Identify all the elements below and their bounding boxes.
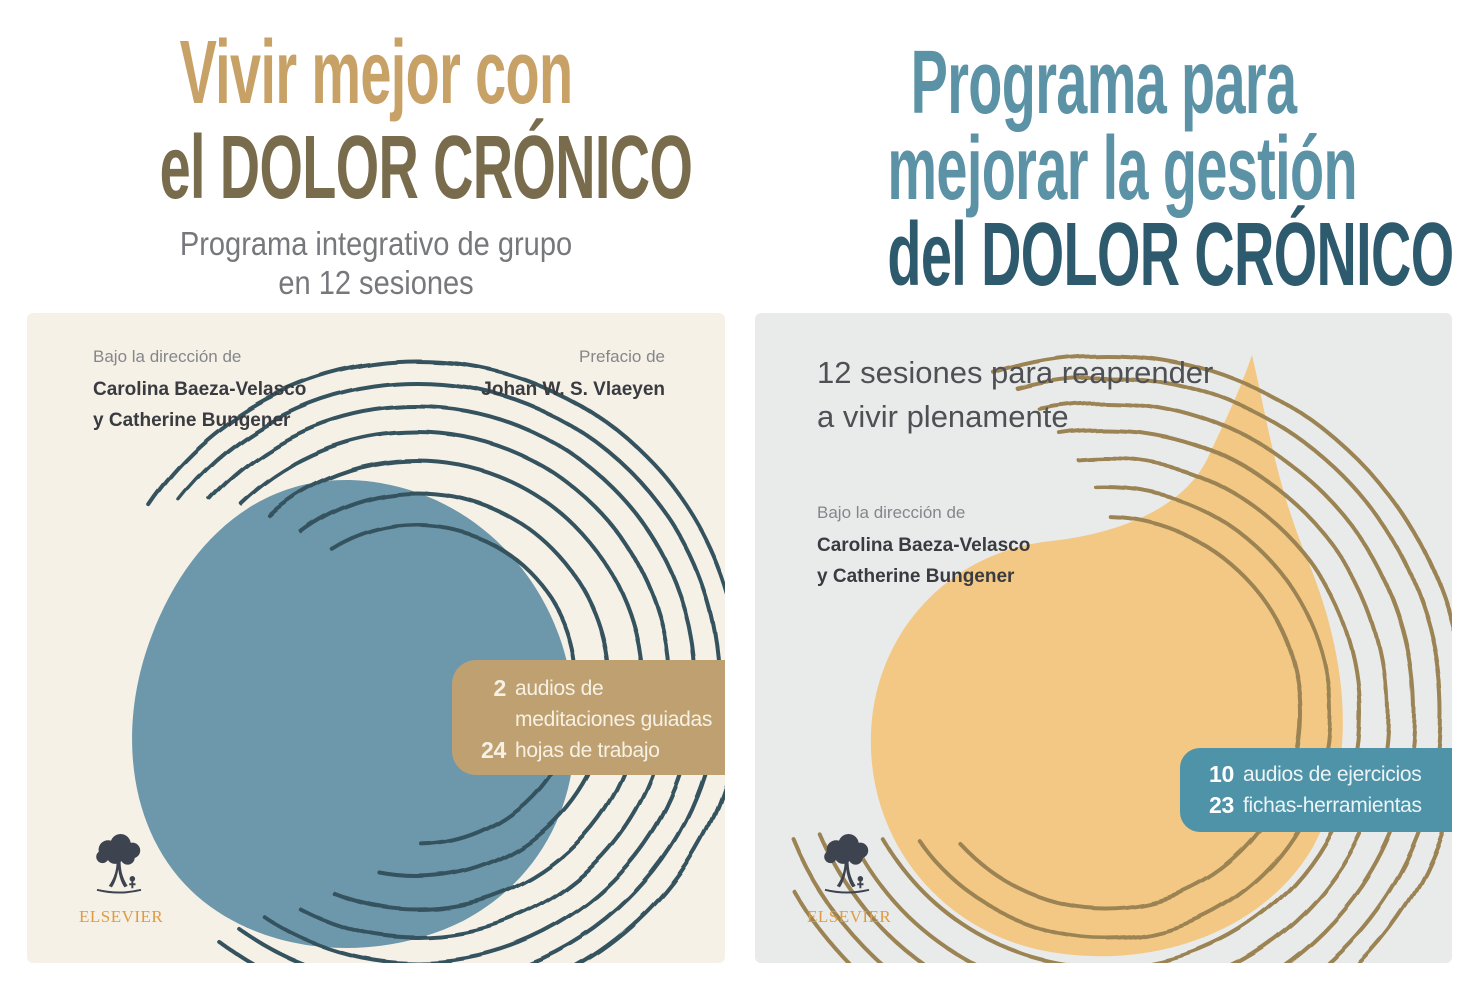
left-director-1: Carolina Baeza-Velasco xyxy=(93,379,307,400)
left-panel: Bajo la dirección de Carolina Baeza-Vela… xyxy=(27,313,725,963)
blue-circle-shape xyxy=(132,479,576,949)
right-panel: 12 sesiones para reaprender a vivir plen… xyxy=(755,313,1452,963)
right-badge-count-2: 23 xyxy=(1209,792,1234,818)
right-title-line1: Programa para xyxy=(910,33,1297,133)
right-badge-grid: 10 audios de ejercicios 23 fichas-herram… xyxy=(1180,748,1452,821)
right-badge-count-1: 10 xyxy=(1209,761,1234,787)
left-preface-author: Johan W. S. Vlaeyen xyxy=(481,379,665,400)
left-direction-block: Bajo la dirección de Carolina Baeza-Vela… xyxy=(93,347,306,436)
right-direction-label: Bajo la dirección de xyxy=(817,503,966,522)
left-badge-grid: 2 audios de meditaciones guiadas 24 hoja… xyxy=(452,660,725,766)
right-director-1: Carolina Baeza-Velasco xyxy=(817,535,1031,556)
left-subtitle: Programa integrativo de grupo en 12 sesi… xyxy=(69,224,683,302)
left-contents-badge: 2 audios de meditaciones guiadas 24 hoja… xyxy=(452,660,725,775)
cover-right: Programa para mejorar la gestión del DOL… xyxy=(755,0,1454,963)
left-preface-block: Prefacio de Johan W. S. Vlaeyen xyxy=(481,347,665,436)
elsevier-wordmark: ELSEVIER xyxy=(79,907,164,926)
left-director-2: y Catherine Bungener xyxy=(93,410,291,431)
left-badge-text-1a: audios de xyxy=(515,677,604,700)
left-title-line2: el DOLOR CRÓNICO xyxy=(159,118,693,218)
right-subtitle-line2: a vivir plenamente xyxy=(817,399,1069,434)
concentric-rings-right xyxy=(755,353,1452,963)
left-subtitle-line1: Programa integrativo de grupo xyxy=(179,225,573,262)
left-badge-text-1b: meditaciones guiadas xyxy=(515,708,713,731)
left-title: Vivir mejor con el DOLOR CRÓNICO xyxy=(27,26,725,216)
right-direction-block: Bajo la dirección de Carolina Baeza-Vela… xyxy=(817,503,1030,592)
right-title: Programa para mejorar la gestión del DOL… xyxy=(755,33,1454,305)
left-badge-count-2: 24 xyxy=(481,737,506,763)
left-title-line1: Vivir mejor con xyxy=(179,23,573,123)
left-preface-label: Prefacio de xyxy=(579,347,665,366)
right-contents-badge: 10 audios de ejercicios 23 fichas-herram… xyxy=(1180,748,1452,832)
right-subtitle-line1: 12 sesiones para reaprender xyxy=(817,355,1214,390)
elsevier-wordmark: ELSEVIER xyxy=(807,907,892,926)
right-title-area: Programa para mejorar la gestión del DOL… xyxy=(755,0,1454,313)
left-credits: Bajo la dirección de Carolina Baeza-Vela… xyxy=(93,347,665,436)
elsevier-logo-right: ELSEVIER xyxy=(807,834,892,927)
left-badge-count-1: 2 xyxy=(493,675,507,701)
elsevier-tree-icon xyxy=(824,834,870,894)
left-subtitle-line2: en 12 sesiones xyxy=(278,264,474,301)
left-badge-text-2: hojas de trabajo xyxy=(515,739,660,762)
right-director-2: y Catherine Bungener xyxy=(817,566,1015,587)
left-direction-label: Bajo la dirección de xyxy=(93,347,242,366)
right-title-line2: mejorar la gestión xyxy=(887,119,1357,219)
cover-left: Vivir mejor con el DOLOR CRÓNICO Program… xyxy=(27,0,725,963)
right-badge-text-1: audios de ejercicios xyxy=(1243,763,1422,786)
elsevier-logo-left: ELSEVIER xyxy=(79,834,164,927)
elsevier-tree-icon xyxy=(96,834,142,894)
left-title-area: Vivir mejor con el DOLOR CRÓNICO Program… xyxy=(27,0,725,313)
right-title-line3: del DOLOR CRÓNICO xyxy=(887,205,1454,305)
right-badge-text-2: fichas-herramientas xyxy=(1243,794,1422,817)
right-subtitle: 12 sesiones para reaprender a vivir plen… xyxy=(817,351,1213,439)
